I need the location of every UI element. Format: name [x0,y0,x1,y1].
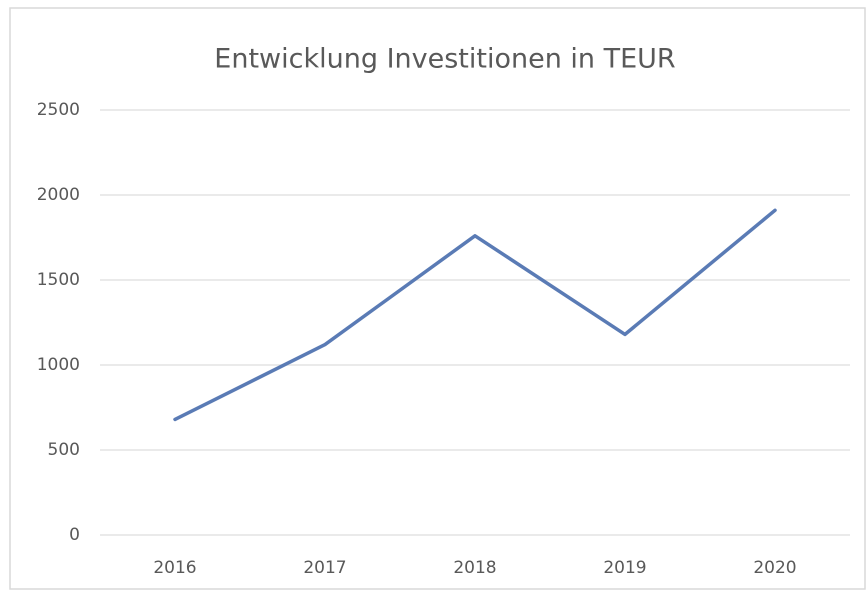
y-tick-label: 500 [48,440,80,460]
y-tick-label: 2500 [37,100,80,120]
x-tick-label: 2017 [303,558,346,578]
y-tick-label: 1000 [37,355,80,375]
x-tick-label: 2019 [603,558,646,578]
x-tick-label: 2020 [753,558,796,578]
x-tick-label: 2018 [453,558,496,578]
y-tick-label: 2000 [37,185,80,205]
chart-border [9,7,866,590]
line-series [173,208,777,422]
x-tick-label: 2016 [153,558,196,578]
y-tick-label: 1500 [37,270,80,290]
y-tick-label: 0 [69,525,80,545]
chart-title: Entwicklung Investitionen in TEUR [214,44,675,75]
